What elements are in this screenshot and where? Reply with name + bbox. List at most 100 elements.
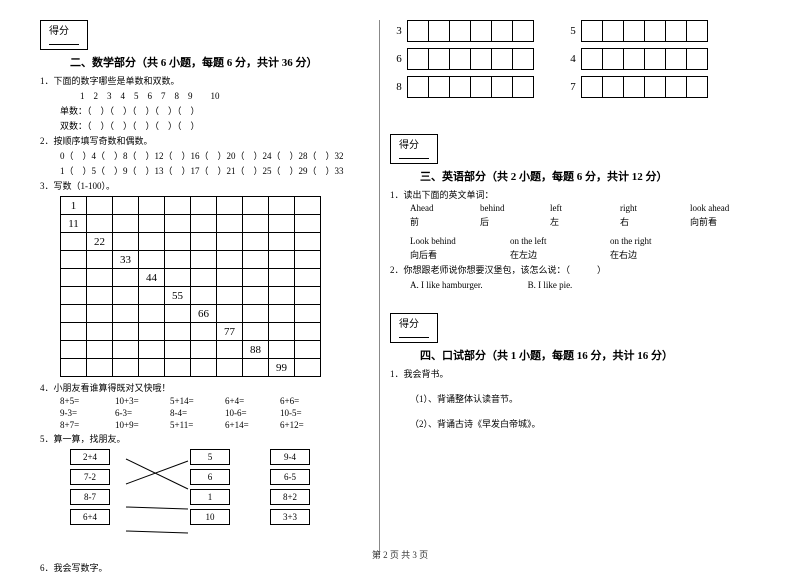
grid-cell [295, 305, 321, 323]
grid-cell: 77 [217, 323, 243, 341]
arith-item: 6+14= [225, 420, 280, 430]
match-box: 3+3 [270, 509, 310, 525]
match-box: 10 [190, 509, 230, 525]
grid-cell [113, 269, 139, 287]
write-cell [644, 48, 666, 70]
grid-cell: 33 [113, 251, 139, 269]
grid-cell [191, 251, 217, 269]
eng-q2-opts: A. I like hamburger. B. I like pie. [410, 278, 760, 291]
match-box: 6 [190, 469, 230, 485]
grid-cell [191, 269, 217, 287]
grid-cell [87, 305, 113, 323]
grid-cell [217, 359, 243, 377]
grid-cell [269, 233, 295, 251]
write-cell [665, 20, 687, 42]
write-cell [491, 48, 513, 70]
eng-word: 在左边 [510, 248, 610, 261]
match-col-c: 9-46-58+23+3 [270, 449, 310, 529]
grid-cell [113, 287, 139, 305]
write-row: 87 [390, 76, 760, 98]
eng-word: Ahead [410, 203, 480, 213]
arith-row: 8+5=10+3=5+14=6+4=6+6= [60, 396, 369, 406]
write-cell [644, 20, 666, 42]
write-cell [407, 76, 429, 98]
grid-cell [113, 233, 139, 251]
grid-cell [243, 359, 269, 377]
grid-cell [139, 251, 165, 269]
eng-word: 后 [480, 215, 550, 228]
grid-cell [243, 323, 269, 341]
grid-cell [139, 287, 165, 305]
grid-cell [269, 215, 295, 233]
eng-word: on the left [510, 236, 610, 246]
write-cell [491, 20, 513, 42]
grid-cell [217, 251, 243, 269]
score-label: 得分 [49, 26, 69, 37]
grid-cell [295, 233, 321, 251]
math-q2-row1: 0（ ）4（ ）8（ ）12（ ）16（ ）20（ ）24（ ）28（ ）32 [60, 149, 369, 162]
left-column: 得分 二、数学部分（共 6 小题，每题 6 分，共计 36 分） 1．下面的数字… [30, 20, 380, 555]
math-q2: 2．按顺序填写奇数和偶数。 [40, 134, 369, 147]
grid-cell [269, 341, 295, 359]
grid-cell [295, 197, 321, 215]
grid-cell [191, 215, 217, 233]
grid-cell [295, 323, 321, 341]
math-q1-seq: 1 2 3 4 5 6 7 8 9 10 [80, 89, 369, 102]
write-cell [581, 48, 603, 70]
eng-title: 三、英语部分（共 2 小题，每题 6 分，共计 12 分） [420, 168, 760, 184]
write-cell [623, 20, 645, 42]
math-q6: 6．我会写数字。 [40, 561, 369, 574]
arith-row: 9-3=6-3=8-4=10-6=10-5= [60, 408, 369, 418]
eng-row1-cn: 前后左右向前看 [410, 215, 760, 228]
write-cell [665, 48, 687, 70]
eng-q2: 2．你想跟老师说你想要汉堡包，该怎么说：（ ） [390, 263, 760, 276]
math-q3: 3．写数（1-100）。 [40, 179, 369, 192]
grid-cell [61, 233, 87, 251]
score-underline [399, 337, 429, 338]
grid-cell [243, 305, 269, 323]
eng-word: left [550, 203, 620, 213]
write-label: 3 [390, 25, 408, 37]
eng-word: 左 [550, 215, 620, 228]
match-col-a: 2+47-28-76+4 [70, 449, 110, 529]
arith-item: 10+3= [115, 396, 170, 406]
grid-cell [243, 287, 269, 305]
arith-item: 8+7= [60, 420, 115, 430]
math-q1-even: 双数：（ ）（ ）（ ）（ ）（ ） [60, 119, 369, 132]
write-cell [512, 48, 534, 70]
grid-cell: 11 [61, 215, 87, 233]
grid-cell [61, 305, 87, 323]
write-cell [407, 48, 429, 70]
write-cell [407, 20, 429, 42]
write-cell [491, 76, 513, 98]
arith-item: 6+12= [280, 420, 335, 430]
arith-item: 10-6= [225, 408, 280, 418]
oral-title: 四、口试部分（共 1 小题，每题 16 分，共计 16 分） [420, 347, 760, 363]
match-box: 8-7 [70, 489, 110, 505]
eng-row1-en: Aheadbehindleftrightlook ahead [410, 203, 760, 213]
eng-word: 向前看 [690, 215, 760, 228]
write-cell [623, 48, 645, 70]
grid-cell [113, 305, 139, 323]
eng-row2-en: Look behindon the lefton the right [410, 236, 760, 246]
grid-cell [61, 251, 87, 269]
write-label: 5 [564, 25, 582, 37]
match-box: 7-2 [70, 469, 110, 485]
grid-cell [87, 251, 113, 269]
math-q2-row2: 1（ ）5（ ）9（ ）13（ ）17（ ）21（ ）25（ ）29（ ）33 [60, 164, 369, 177]
grid-cell [165, 341, 191, 359]
page-footer: 第 2 页 共 3 页 [0, 548, 800, 561]
grid-cell [269, 323, 295, 341]
eng-word: on the right [610, 236, 710, 246]
arith-item: 8+5= [60, 396, 115, 406]
math-title: 二、数学部分（共 6 小题，每题 6 分，共计 36 分） [70, 54, 369, 70]
grid-cell [191, 323, 217, 341]
grid-cell [139, 341, 165, 359]
grid-cell [269, 287, 295, 305]
grid-cell [139, 359, 165, 377]
write-cell [581, 20, 603, 42]
grid-cell [139, 323, 165, 341]
grid-cell [139, 215, 165, 233]
grid-cell: 66 [191, 305, 217, 323]
grid-cell [165, 359, 191, 377]
